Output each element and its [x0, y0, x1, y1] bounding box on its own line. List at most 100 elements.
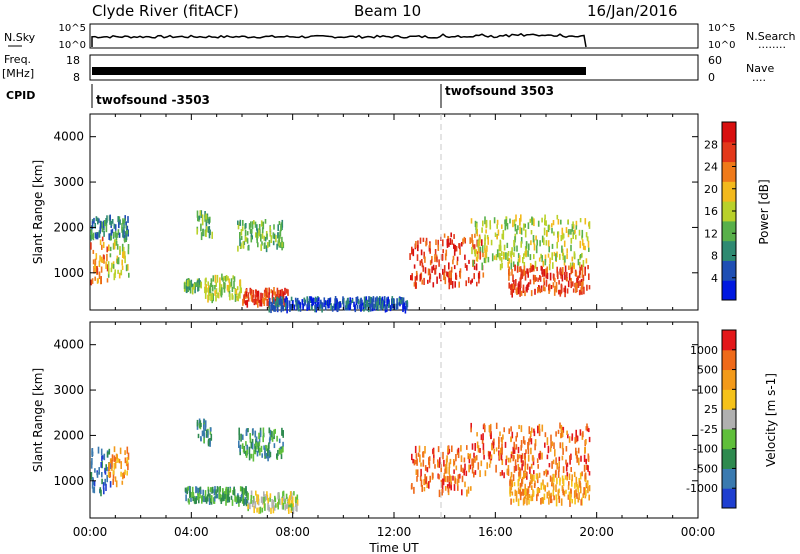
data-cell	[443, 272, 446, 279]
data-cell	[252, 453, 255, 462]
data-cell	[477, 272, 480, 279]
data-cell	[557, 234, 559, 243]
data-cell	[576, 483, 578, 490]
data-cell	[330, 303, 332, 311]
data-cell	[525, 471, 528, 476]
freq-label: Freq.	[4, 53, 31, 66]
data-cell	[520, 491, 523, 496]
data-cell	[197, 216, 199, 222]
data-cell	[582, 260, 585, 268]
data-cell	[524, 440, 526, 445]
data-cell	[96, 471, 99, 478]
freq-left-tick-bottom: 8	[73, 71, 80, 84]
data-cell	[223, 276, 225, 281]
data-cell	[269, 297, 271, 304]
power-data	[90, 210, 591, 314]
data-cell	[559, 267, 562, 275]
data-cell	[488, 425, 491, 433]
colorbar-tick-label: -100	[693, 443, 718, 456]
data-cell	[489, 425, 492, 434]
data-cell	[534, 443, 536, 451]
data-cell	[588, 428, 590, 433]
data-cell	[586, 236, 589, 242]
data-cell	[126, 457, 129, 464]
data-cell	[524, 229, 527, 238]
data-cell	[250, 498, 252, 504]
data-cell	[429, 475, 431, 483]
data-cell	[91, 278, 94, 284]
data-cell	[237, 293, 239, 302]
data-cell	[571, 433, 574, 440]
data-cell	[114, 476, 117, 482]
data-cell	[113, 242, 116, 250]
data-cell	[257, 498, 260, 506]
data-cell	[290, 304, 293, 310]
data-cell	[523, 262, 526, 267]
data-cell	[477, 240, 479, 248]
data-cell	[276, 289, 279, 298]
data-cell	[292, 507, 295, 515]
data-cell	[196, 210, 199, 218]
data-cell	[215, 282, 217, 287]
data-cell	[517, 487, 520, 494]
data-cell	[429, 242, 431, 249]
data-cell	[265, 445, 268, 452]
data-cell	[474, 220, 477, 228]
data-cell	[278, 293, 281, 300]
data-cell	[271, 503, 274, 509]
colorbar-segment	[722, 181, 736, 202]
data-cell	[584, 447, 586, 453]
data-cell	[188, 499, 190, 505]
velocity-xticks	[89, 322, 699, 518]
velocity-cbar-label: Velocity [m s-1]	[764, 373, 778, 467]
data-cell	[531, 427, 533, 433]
data-cell	[501, 447, 503, 455]
data-cell	[466, 265, 468, 271]
data-cell	[510, 262, 513, 270]
colorbar-frame	[721, 329, 737, 509]
data-cell	[291, 503, 293, 511]
data-cell	[268, 301, 271, 306]
data-cell	[505, 219, 507, 227]
colorbar-segment	[722, 389, 736, 410]
data-cell	[381, 296, 384, 304]
data-cell	[416, 476, 418, 482]
data-cell	[359, 300, 362, 305]
data-cell	[290, 296, 293, 302]
data-cell	[435, 265, 437, 270]
data-cell	[417, 452, 420, 457]
data-cell	[559, 442, 562, 449]
data-cell	[121, 243, 124, 252]
data-cell	[515, 289, 518, 294]
data-cell	[109, 253, 112, 258]
data-cell	[265, 245, 268, 253]
data-cell	[278, 448, 281, 455]
data-cell	[530, 463, 533, 469]
data-cell	[428, 268, 431, 276]
data-cell	[508, 274, 510, 281]
data-cell	[287, 289, 289, 296]
data-cell	[241, 497, 244, 504]
data-cell	[256, 224, 258, 231]
data-cell	[116, 455, 118, 463]
data-cell	[529, 482, 531, 488]
data-cell	[98, 218, 100, 223]
data-cell	[575, 234, 577, 240]
data-cell	[568, 273, 571, 281]
data-cell	[450, 475, 452, 483]
data-cell	[530, 438, 533, 445]
data-cell	[456, 256, 459, 262]
data-cell	[554, 285, 556, 292]
data-cell	[249, 433, 251, 440]
data-cell	[207, 489, 210, 497]
data-cell	[124, 457, 127, 464]
data-cell	[118, 459, 121, 464]
data-cell	[423, 277, 425, 285]
data-cell	[567, 494, 570, 500]
data-cell	[513, 455, 515, 460]
data-cell	[419, 237, 422, 244]
data-cell	[541, 497, 543, 504]
data-cell	[544, 259, 547, 266]
data-cell	[521, 478, 523, 487]
data-cell	[275, 235, 277, 243]
